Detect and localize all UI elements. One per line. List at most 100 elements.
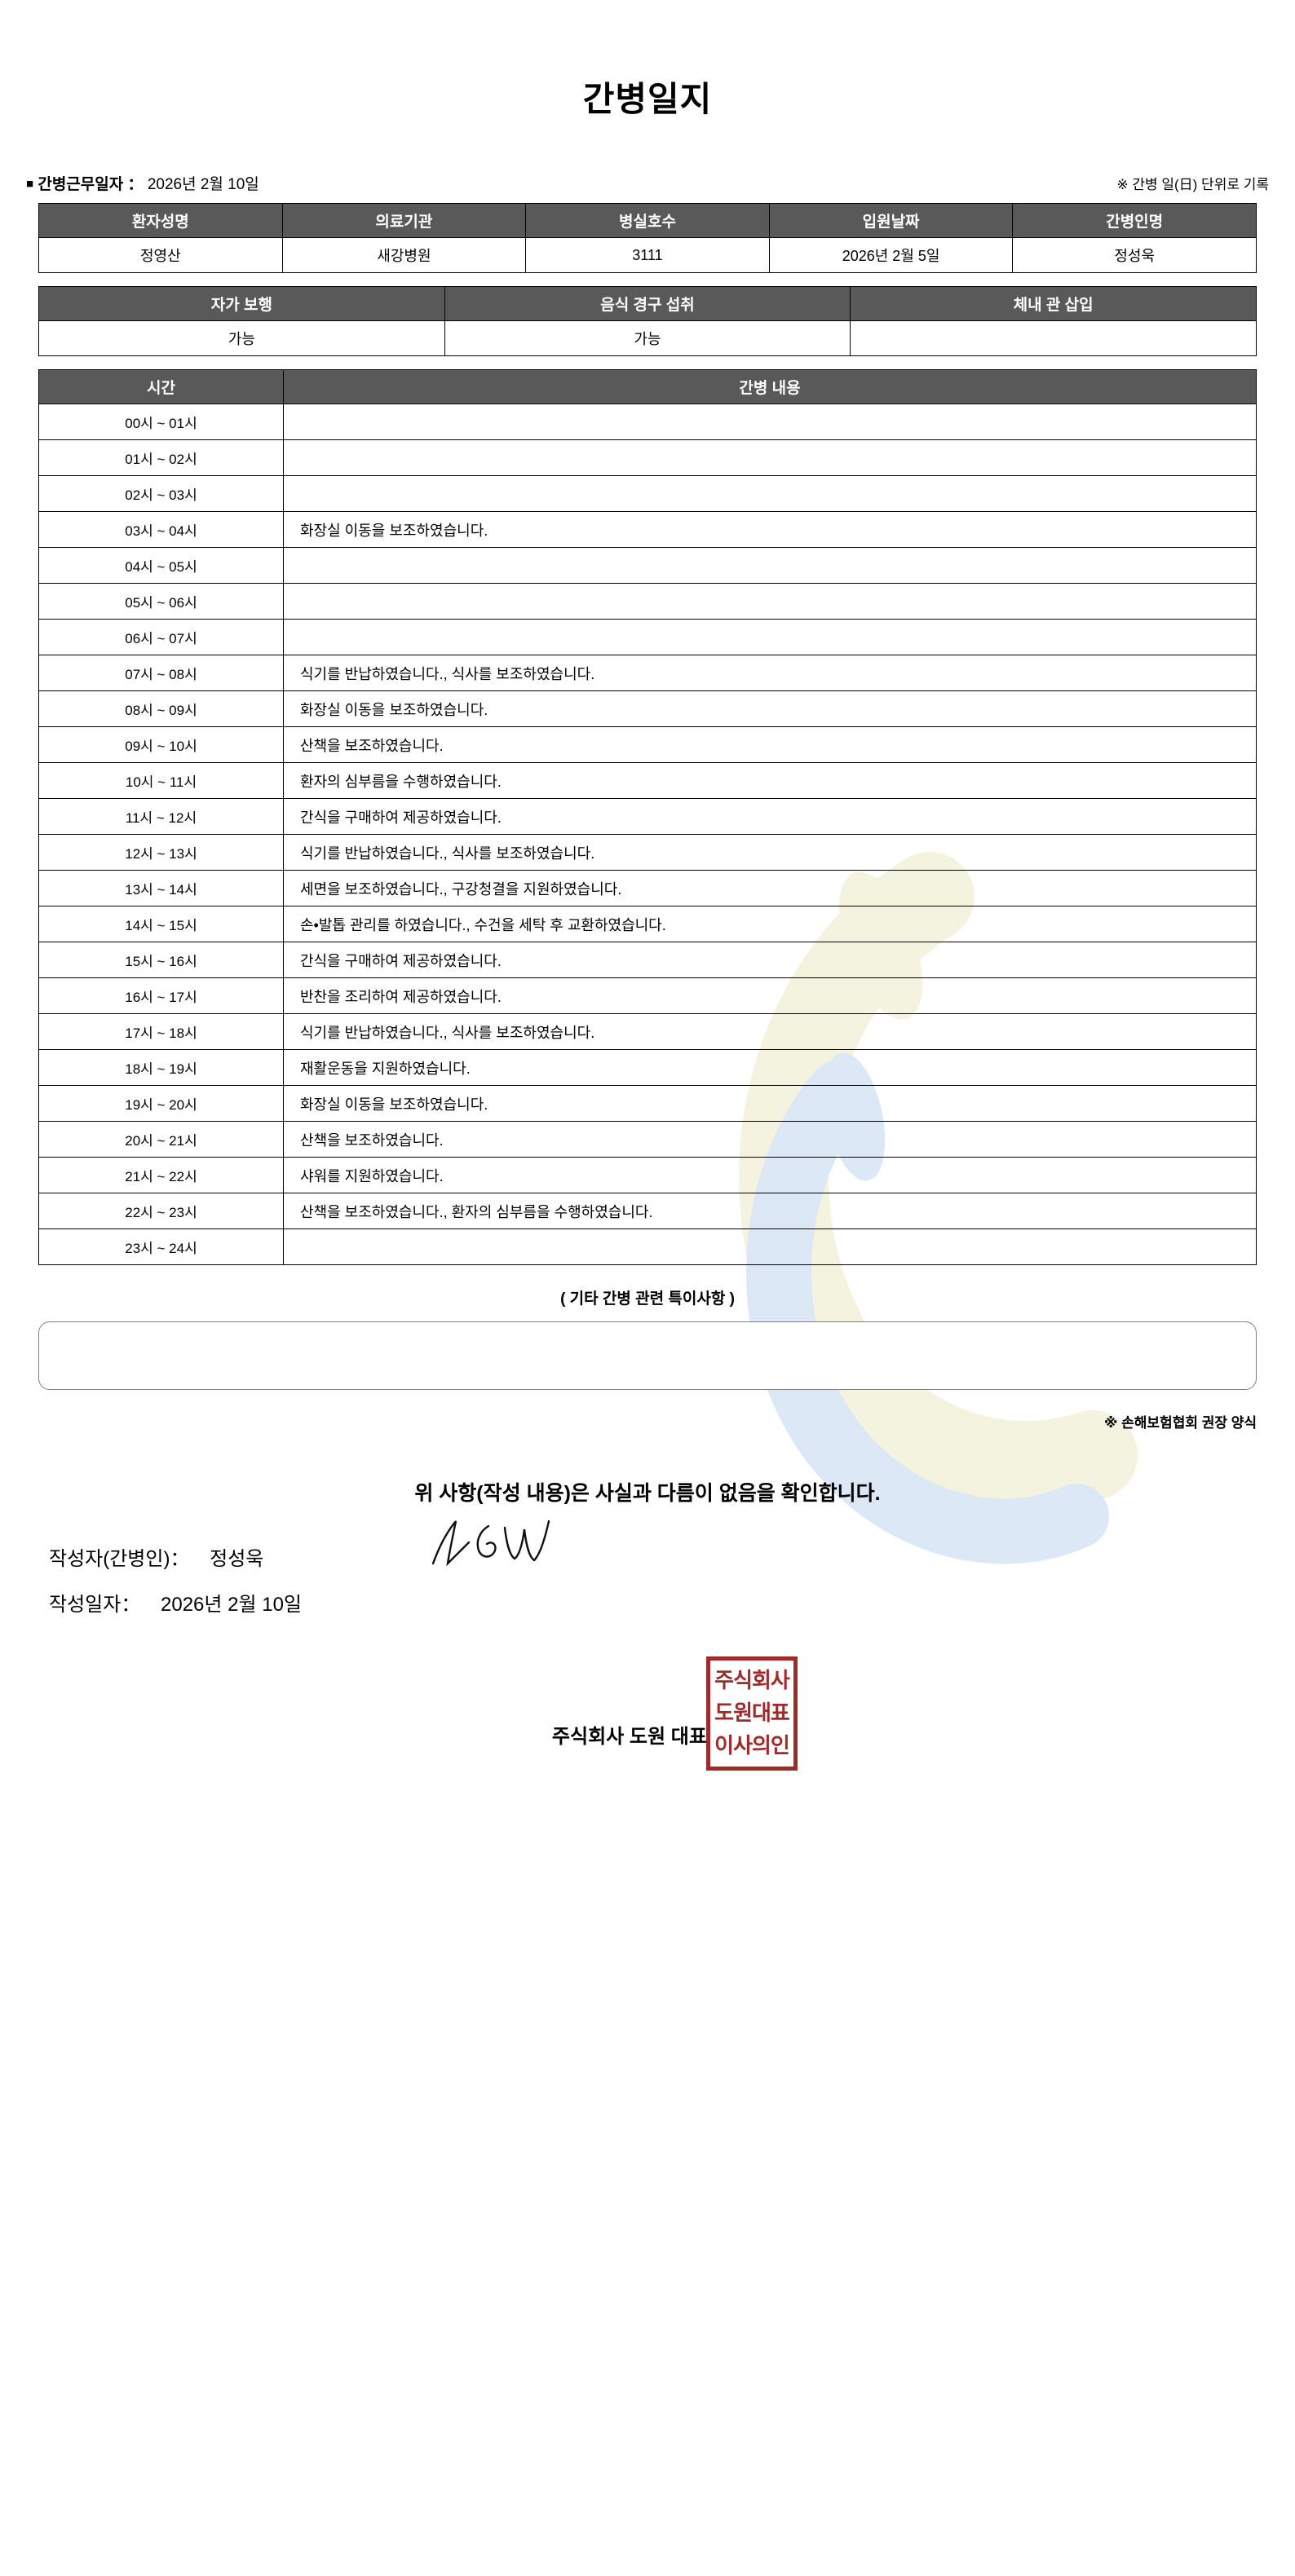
- cell-time: 07시 ~ 08시: [38, 655, 284, 691]
- record-unit-note: ※ 간병 일(日) 단위로 기록: [1116, 177, 1269, 192]
- cell-care-content[interactable]: 식기를 반납하였습니다., 식사를 보조하였습니다.: [283, 1013, 1257, 1050]
- cell-time: 13시 ~ 14시: [38, 870, 284, 906]
- company-name: 주식회사 도원 대표이사: [551, 1726, 744, 1748]
- work-date-line: ■ 간병근무일자 ： 2026년 2월 10일: [26, 172, 259, 194]
- value-patient-name: 정영산: [38, 237, 283, 273]
- patient-info-table: 환자성명 의료기관 병실호수 입원날짜 간병인명 정영산 새강병원 3111 2…: [38, 203, 1257, 273]
- cell-care-content[interactable]: 환자의 심부름을 수행하였습니다.: [283, 762, 1257, 799]
- value-room-number: 3111: [525, 237, 770, 273]
- value-self-ambulation: 가능: [38, 320, 445, 356]
- cell-care-content[interactable]: 반찬을 조리하여 제공하였습니다.: [283, 977, 1257, 1014]
- cell-care-content[interactable]: 식기를 반납하였습니다., 식사를 보조하였습니다.: [283, 834, 1257, 871]
- table-row: 19시 ~ 20시 화장실 이동을 보조하였습니다.: [38, 1085, 1257, 1122]
- table-row: 정영산 새강병원 3111 2026년 2월 5일 정성욱: [38, 237, 1257, 273]
- cell-care-content[interactable]: [283, 619, 1257, 655]
- cell-time: 19시 ~ 20시: [38, 1085, 284, 1122]
- header-patient-name: 환자성명: [38, 203, 283, 238]
- cell-care-content[interactable]: 화장실 이동을 보조하였습니다.: [283, 511, 1257, 548]
- page-title: 간병일지: [582, 80, 713, 118]
- cell-time: 12시 ~ 13시: [38, 834, 284, 871]
- remarks-input-box[interactable]: [38, 1321, 1257, 1390]
- table-row: 00시 ~ 01시: [38, 404, 1257, 440]
- value-admission-date: 2026년 2월 5일: [768, 237, 1014, 273]
- cell-time: 22시 ~ 23시: [38, 1193, 284, 1229]
- table-header-row: 시간 간병 내용: [38, 369, 1257, 404]
- cell-care-content[interactable]: 산책을 보조하였습니다.: [283, 1121, 1257, 1158]
- cell-care-content[interactable]: 화장실 이동을 보조하였습니다.: [283, 1085, 1257, 1122]
- table-row: 12시 ~ 13시 식기를 반납하였습니다., 식사를 보조하였습니다.: [38, 834, 1257, 871]
- stamp-line-2: 도원대표: [714, 1701, 790, 1726]
- signature-block: 작성자(간병인)： 정성욱 작성일자： 2026년 2월 10일: [0, 1520, 1295, 1634]
- cell-time: 11시 ~ 12시: [38, 798, 284, 835]
- table-header-row: 자가 보행 음식 경구 섭취 체내 관 삽입: [38, 286, 1257, 321]
- header-tube-insertion: 체내 관 삽입: [850, 286, 1257, 321]
- table-row: 16시 ~ 17시 반찬을 조리하여 제공하였습니다.: [38, 977, 1257, 1014]
- table-row: 08시 ~ 09시 화장실 이동을 보조하였습니다.: [38, 690, 1257, 727]
- cell-time: 03시 ~ 04시: [38, 511, 284, 548]
- cell-care-content[interactable]: [283, 583, 1257, 620]
- table-row: 10시 ~ 11시 환자의 심부름을 수행하였습니다.: [38, 762, 1257, 799]
- cell-care-content[interactable]: 간식을 구매하여 제공하였습니다.: [283, 798, 1257, 835]
- cell-time: 23시 ~ 24시: [38, 1228, 284, 1265]
- cell-care-content[interactable]: [283, 439, 1257, 476]
- cell-care-content[interactable]: 샤워를 지원하였습니다.: [283, 1157, 1257, 1193]
- cell-time: 00시 ~ 01시: [38, 404, 284, 440]
- cell-care-content[interactable]: 산책을 보조하였습니다.: [283, 726, 1257, 763]
- value-caregiver-name: 정성욱: [1012, 237, 1257, 273]
- stamp-line-3: 이사의인: [714, 1734, 790, 1758]
- table-header-row: 환자성명 의료기관 병실호수 입원날짜 간병인명: [38, 203, 1257, 238]
- cell-care-content[interactable]: 재활운동을 지원하였습니다.: [283, 1049, 1257, 1086]
- cell-care-content[interactable]: [283, 404, 1257, 440]
- table-row: 15시 ~ 16시 간식을 구매하여 제공하였습니다.: [38, 942, 1257, 978]
- work-date-label: 간병근무일자: [38, 176, 124, 193]
- hourly-log-body: 00시 ~ 01시 01시 ~ 02시 02시 ~ 03시 03시 ~ 04시 화장실 …: [38, 404, 1257, 1265]
- header-admission-date: 입원날짜: [768, 203, 1014, 238]
- cell-care-content[interactable]: [283, 475, 1257, 512]
- work-date-separator: ：: [127, 176, 144, 193]
- cell-care-content[interactable]: 간식을 구매하여 제공하였습니다.: [283, 942, 1257, 978]
- confirmation-statement: 위 사항(작성 내용)은 사실과 다름이 없음을 확인합니다.: [414, 1482, 881, 1505]
- value-oral-intake: 가능: [444, 320, 851, 356]
- header-oral-intake: 음식 경구 섭취: [444, 286, 851, 321]
- cell-care-content[interactable]: 손•발톱 관리를 하였습니다., 수건을 세탁 후 교환하였습니다.: [283, 906, 1257, 942]
- square-bullet-icon: ■: [26, 177, 34, 191]
- table-row: 03시 ~ 04시 화장실 이동을 보조하였습니다.: [38, 511, 1257, 548]
- cell-time: 21시 ~ 22시: [38, 1157, 284, 1193]
- cell-care-content[interactable]: 산책을 보조하였습니다., 환자의 심부름을 수행하였습니다.: [283, 1193, 1257, 1229]
- cell-care-content[interactable]: 식기를 반납하였습니다., 식사를 보조하였습니다.: [283, 655, 1257, 691]
- cell-time: 05시 ~ 06시: [38, 583, 284, 620]
- header-care-content: 간병 내용: [283, 369, 1257, 404]
- handwritten-signature: [431, 1520, 550, 1567]
- cell-care-content[interactable]: 화장실 이동을 보조하였습니다.: [283, 690, 1257, 727]
- header-hospital: 의료기관: [281, 203, 527, 238]
- cell-care-content[interactable]: 세면을 보조하였습니다., 구강청결을 지원하였습니다.: [283, 870, 1257, 906]
- cell-time: 15시 ~ 16시: [38, 942, 284, 978]
- cell-time: 18시 ~ 19시: [38, 1049, 284, 1086]
- table-row: 02시 ~ 03시: [38, 475, 1257, 512]
- cell-time: 14시 ~ 15시: [38, 906, 284, 942]
- cell-care-content[interactable]: [283, 547, 1257, 584]
- cell-time: 20시 ~ 21시: [38, 1121, 284, 1158]
- table-row: 06시 ~ 07시: [38, 619, 1257, 655]
- cell-care-content[interactable]: [283, 1228, 1257, 1265]
- company-seal-stamp: 주식회사 도원대표 이사의인: [706, 1656, 798, 1771]
- table-row: 23시 ~ 24시: [38, 1228, 1257, 1265]
- header-room-number: 병실호수: [525, 203, 770, 238]
- header-caregiver-name: 간병인명: [1012, 203, 1257, 238]
- table-row: 05시 ~ 06시: [38, 583, 1257, 620]
- date-label: 작성일자：: [49, 1594, 141, 1616]
- date-value: 2026년 2월 10일: [161, 1594, 303, 1616]
- hourly-care-log-table: 시간 간병 내용 00시 ~ 01시 01시 ~ 02시 02시 ~ 03시 03시 …: [38, 369, 1257, 1265]
- meta-row: ■ 간병근무일자 ： 2026년 2월 10일 ※ 간병 일(日) 단위로 기록: [0, 172, 1295, 195]
- cell-time: 06시 ~ 07시: [38, 619, 284, 655]
- table-row: 14시 ~ 15시 손•발톱 관리를 하였습니다., 수건을 세탁 후 교환하였습…: [38, 906, 1257, 942]
- cell-time: 02시 ~ 03시: [38, 475, 284, 512]
- author-row: 작성자(간병인)： 정성욱: [49, 1520, 1295, 1588]
- remarks-title: ( 기타 간병 관련 특이사항 ): [560, 1290, 735, 1308]
- cell-time: 01시 ~ 02시: [38, 439, 284, 476]
- author-label: 작성자(간병인)：: [49, 1548, 190, 1570]
- table-row: 01시 ~ 02시: [38, 439, 1257, 476]
- table-row: 11시 ~ 12시 간식을 구매하여 제공하였습니다.: [38, 798, 1257, 835]
- table-row: 가능 가능: [38, 320, 1257, 356]
- value-tube-insertion: [850, 320, 1257, 356]
